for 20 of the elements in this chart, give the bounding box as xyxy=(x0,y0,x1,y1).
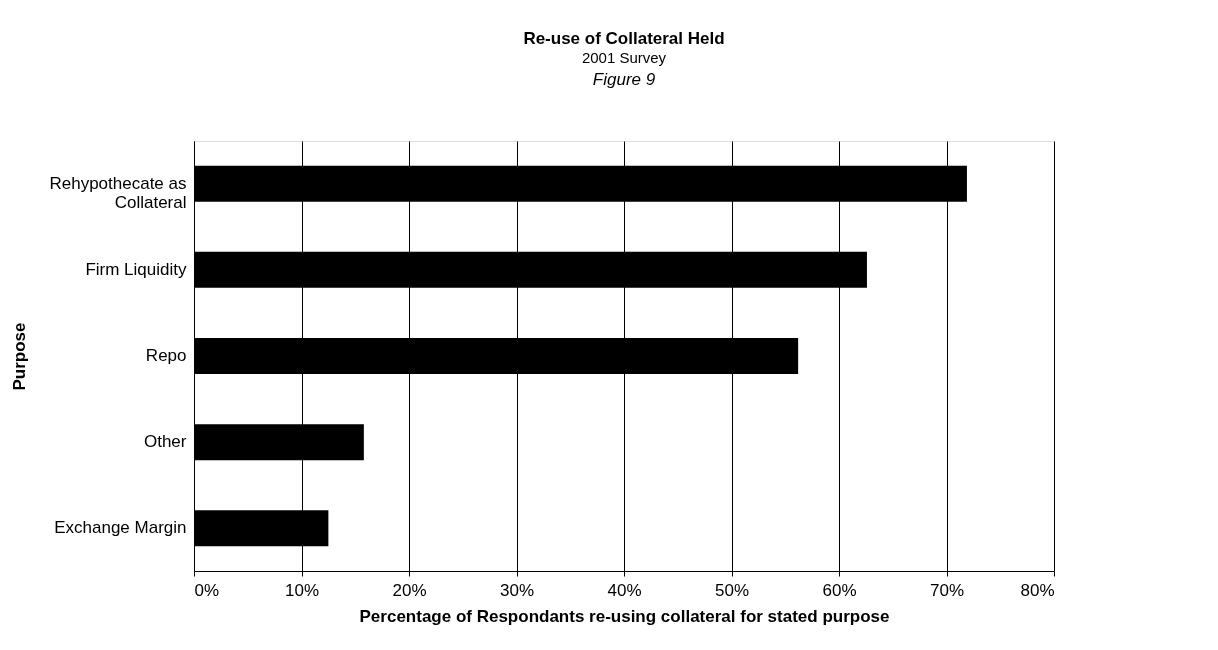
y-tick-label: Exchange Margin xyxy=(54,518,187,538)
x-tick-label: 20% xyxy=(392,580,427,600)
x-tick-label: 60% xyxy=(822,580,857,600)
category-label: Rehypothecate as xyxy=(49,173,187,193)
category-label: Collateral xyxy=(114,192,187,212)
caption: Figure 9 xyxy=(592,70,656,89)
y-axis-title: Purpose xyxy=(10,322,30,391)
x-tick-label: 30% xyxy=(499,580,535,600)
y-tick-label: Other xyxy=(143,432,187,452)
y-tick-label: Firm Liquidity xyxy=(85,259,187,279)
y-tick-label: Repo xyxy=(145,346,187,365)
x-tick-label: 80% xyxy=(1020,580,1055,600)
x-tick-label: 10% xyxy=(284,580,320,600)
x-tick-label: 70% xyxy=(929,580,965,600)
x-tick-label: 40% xyxy=(607,580,642,600)
x-axis-title: Percentage of Respondants re-using collateral for stated purpose xyxy=(359,606,890,626)
x-tick-label: 50% xyxy=(714,580,750,600)
chart-subtitle: 2001 Survey xyxy=(581,49,667,66)
chart-title: Re-use of Collateral Held xyxy=(523,29,725,48)
x-tick-label: 0% xyxy=(194,580,220,600)
